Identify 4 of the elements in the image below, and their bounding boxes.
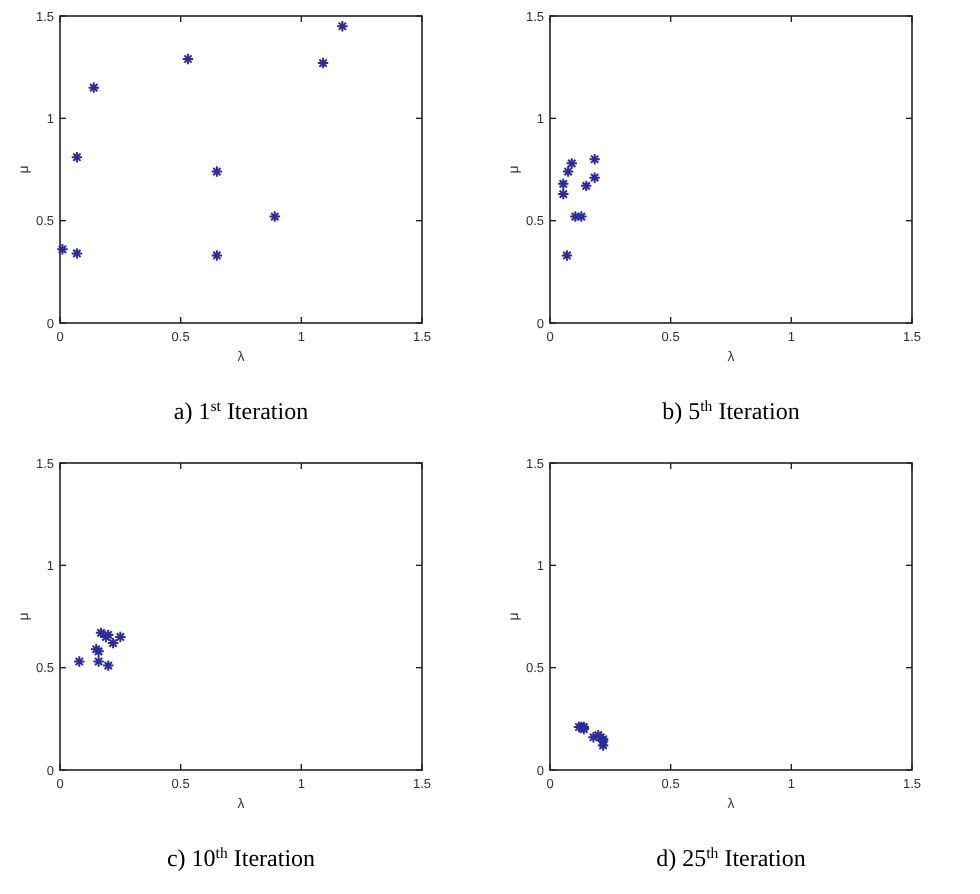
text: a) 1$^{st}$ Iteration: [173, 396, 309, 425]
text: c) 10$^{th}$ Iteration: [166, 843, 316, 872]
text: d) 25$^{th}$ Iteration: [656, 843, 806, 872]
text: b) 5$^{th}$ Iteration: [662, 396, 800, 425]
